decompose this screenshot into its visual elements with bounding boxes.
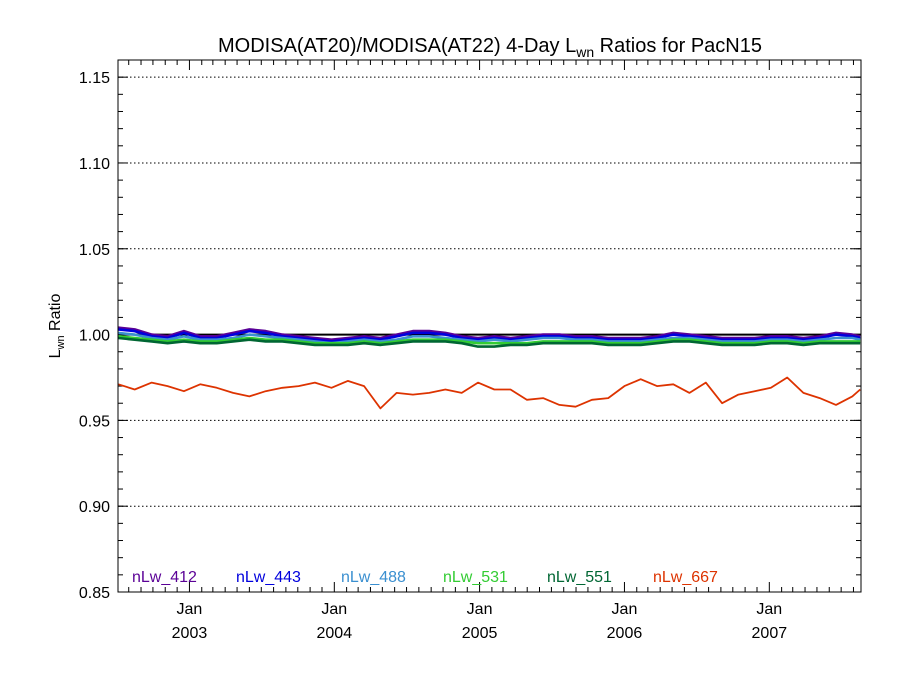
x-tick-month: Jan — [756, 601, 782, 618]
chart-title-subscript: wn — [575, 44, 594, 60]
series-line-nlw-443 — [118, 328, 861, 343]
series-lines — [118, 326, 861, 410]
x-tick-year: 2006 — [607, 625, 643, 642]
y-tick-label: 1.05 — [79, 242, 110, 259]
legend-entry: nLw_412 — [132, 569, 197, 586]
series-line-nlw-667 — [118, 376, 861, 410]
x-tick-month: Jan — [467, 601, 493, 618]
x-ticks: Jan 2003 Jan 2004 Jan 2005 Jan 2006 Jan 2007 — [128, 60, 854, 642]
x-tick-month: Jan — [321, 601, 347, 618]
y-tick-label: 1.00 — [79, 328, 110, 345]
series-line-nlw-551 — [118, 336, 861, 348]
y-axis-label-rest: Ratio — [47, 294, 64, 336]
x-tick-month: Jan — [177, 601, 203, 618]
y-axis-label: Lwn Ratio — [47, 294, 67, 359]
y-axis-label-subscript: wn — [55, 335, 67, 350]
x-tick-year: 2003 — [172, 625, 208, 642]
y-tick-label: 1.10 — [79, 156, 110, 173]
plot-frame — [117, 59, 862, 593]
legend: nLw_412 nLw_443 nLw_488 nLw_531 nLw_551 nLw_6… — [132, 569, 718, 586]
y-tick-label: 0.95 — [79, 413, 110, 430]
legend-entry: nLw_551 — [547, 569, 612, 586]
y-axis-label-main: L — [47, 349, 64, 358]
y-ticks: 0.85 0.90 0.95 1.00 1.05 1.10 1.15 — [79, 59, 861, 602]
grid-lines — [118, 76, 861, 507]
x-tick-year: 2007 — [752, 625, 788, 642]
x-tick-year: 2004 — [317, 625, 353, 642]
series-line-nlw-488 — [118, 331, 861, 345]
x-tick-month: Jan — [612, 601, 638, 618]
series-line-nlw-412 — [118, 326, 861, 342]
chart-title: MODISA(AT20)/MODISA(AT22) 4-Day Lwn Rati… — [218, 35, 762, 60]
x-tick-year: 2005 — [462, 625, 498, 642]
legend-entry: nLw_667 — [653, 569, 718, 586]
chart-title-main: MODISA(AT20)/MODISA(AT22) 4-Day L — [218, 35, 576, 57]
y-tick-label: 0.90 — [79, 499, 110, 516]
y-tick-label: 1.15 — [79, 70, 110, 87]
chart-title-rest: Ratios for PacN15 — [594, 35, 762, 57]
legend-entry: nLw_531 — [443, 569, 508, 586]
legend-entry: nLw_488 — [341, 569, 406, 586]
legend-entry: nLw_443 — [236, 569, 301, 586]
series-line-nlw-531 — [118, 335, 861, 345]
y-tick-label: 0.85 — [79, 585, 110, 602]
